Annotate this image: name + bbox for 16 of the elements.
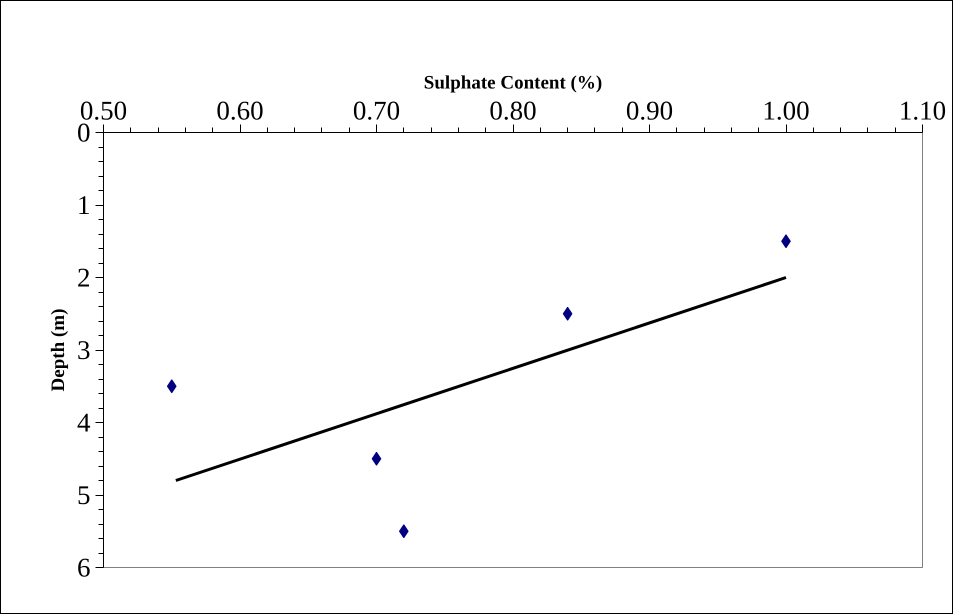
x-tick-label: 1.10 bbox=[898, 96, 946, 126]
y-tick-label: 2 bbox=[77, 262, 90, 292]
y-tick-label: 3 bbox=[77, 335, 90, 365]
y-axis-title: Depth (m) bbox=[48, 308, 69, 392]
y-tick-label: 4 bbox=[77, 408, 91, 438]
x-tick-label: 1.00 bbox=[762, 96, 810, 126]
x-tick-label: 0.60 bbox=[216, 96, 264, 126]
x-tick-label: 0.70 bbox=[352, 96, 400, 126]
x-tick-label: 0.80 bbox=[489, 96, 537, 126]
y-tick-label: 5 bbox=[77, 480, 90, 510]
y-tick-label: 1 bbox=[77, 190, 90, 220]
x-tick-label: 0.90 bbox=[626, 96, 674, 126]
point bbox=[166, 379, 177, 394]
x-axis-title: Sulphate Content (%) bbox=[424, 72, 602, 94]
point bbox=[398, 524, 409, 538]
y-tick-label: 6 bbox=[77, 552, 90, 582]
